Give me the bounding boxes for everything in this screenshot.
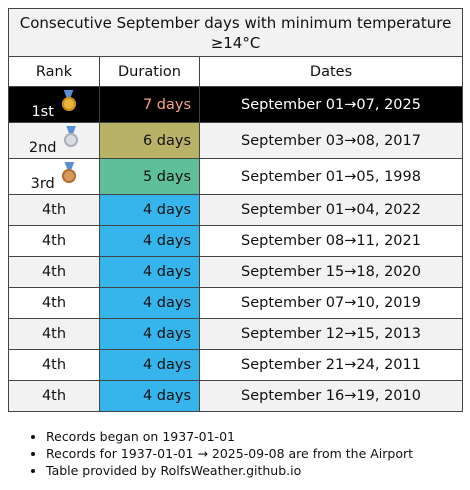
rank-cell: 1st <box>8 86 100 123</box>
header-duration: Duration <box>99 56 200 87</box>
table-row: 4th 4 days September 12→15, 2013 <box>8 318 464 350</box>
table-row: 2nd 6 days September 03→08, 2017 <box>8 122 464 159</box>
duration-cell: 4 days <box>99 287 200 319</box>
dates-cell: September 16→19, 2010 <box>198 380 464 412</box>
dates-cell: September 15→18, 2020 <box>198 256 464 288</box>
dates-cell: September 08→11, 2021 <box>198 225 464 257</box>
rank-cell: 4th <box>8 318 100 350</box>
dates-cell: September 03→08, 2017 <box>198 122 464 159</box>
dates-cell: September 01→05, 1998 <box>198 158 464 195</box>
duration-cell: 4 days <box>99 256 200 288</box>
dates-cell: September 01→07, 2025 <box>198 86 464 123</box>
duration-cell: 4 days <box>99 380 200 412</box>
duration-cell: 7 days <box>99 86 200 123</box>
records-table: Consecutive September days with minimum … <box>7 8 464 412</box>
note-item: Records began on 1937-01-01 <box>46 428 413 445</box>
rank-cell: 4th <box>8 256 100 288</box>
duration-cell: 4 days <box>99 225 200 257</box>
rank-label: 1st <box>31 103 54 120</box>
rank-cell: 2nd <box>8 122 100 159</box>
duration-cell: 4 days <box>99 349 200 381</box>
dates-cell: September 21→24, 2011 <box>198 349 464 381</box>
header-dates: Dates <box>198 56 464 87</box>
table-row: 1st 7 days September 01→07, 2025 <box>8 86 464 123</box>
table-row: 4th 4 days September 08→11, 2021 <box>8 225 464 257</box>
silver-medal-icon <box>63 125 79 148</box>
rank-cell: 4th <box>8 287 100 319</box>
rank-cell: 3rd <box>8 158 100 195</box>
table-row: 4th 4 days September 01→04, 2022 <box>8 194 464 226</box>
duration-cell: 4 days <box>99 194 200 226</box>
bronze-medal-icon <box>61 161 77 184</box>
duration-cell: 4 days <box>99 318 200 350</box>
rank-cell: 4th <box>8 380 100 412</box>
table-row: 4th 4 days September 21→24, 2011 <box>8 349 464 381</box>
dates-cell: September 01→04, 2022 <box>198 194 464 226</box>
table-row: 3rd 5 days September 01→05, 1998 <box>8 158 464 195</box>
rank-label: 2nd <box>28 139 57 156</box>
table-title: Consecutive September days with minimum … <box>7 8 464 57</box>
rank-cell: 4th <box>8 349 100 381</box>
note-item: Records for 1937-01-01 → 2025-09-08 are … <box>46 445 413 462</box>
dates-cell: September 12→15, 2013 <box>198 318 464 350</box>
table-row: 4th 4 days September 15→18, 2020 <box>8 256 464 288</box>
header-rank: Rank <box>8 56 100 87</box>
table-row: 4th 4 days September 07→10, 2019 <box>8 287 464 319</box>
note-item: Table provided by RolfsWeather.github.io <box>46 462 413 479</box>
notes-list: Records began on 1937-01-01 Records for … <box>30 428 413 479</box>
duration-cell: 6 days <box>99 122 200 159</box>
rank-label: 3rd <box>30 175 55 192</box>
gold-medal-icon <box>61 89 77 112</box>
dates-cell: September 07→10, 2019 <box>198 287 464 319</box>
rank-cell: 4th <box>8 194 100 226</box>
duration-cell: 5 days <box>99 158 200 195</box>
rank-cell: 4th <box>8 225 100 257</box>
table-row: 4th 4 days September 16→19, 2010 <box>8 380 464 412</box>
